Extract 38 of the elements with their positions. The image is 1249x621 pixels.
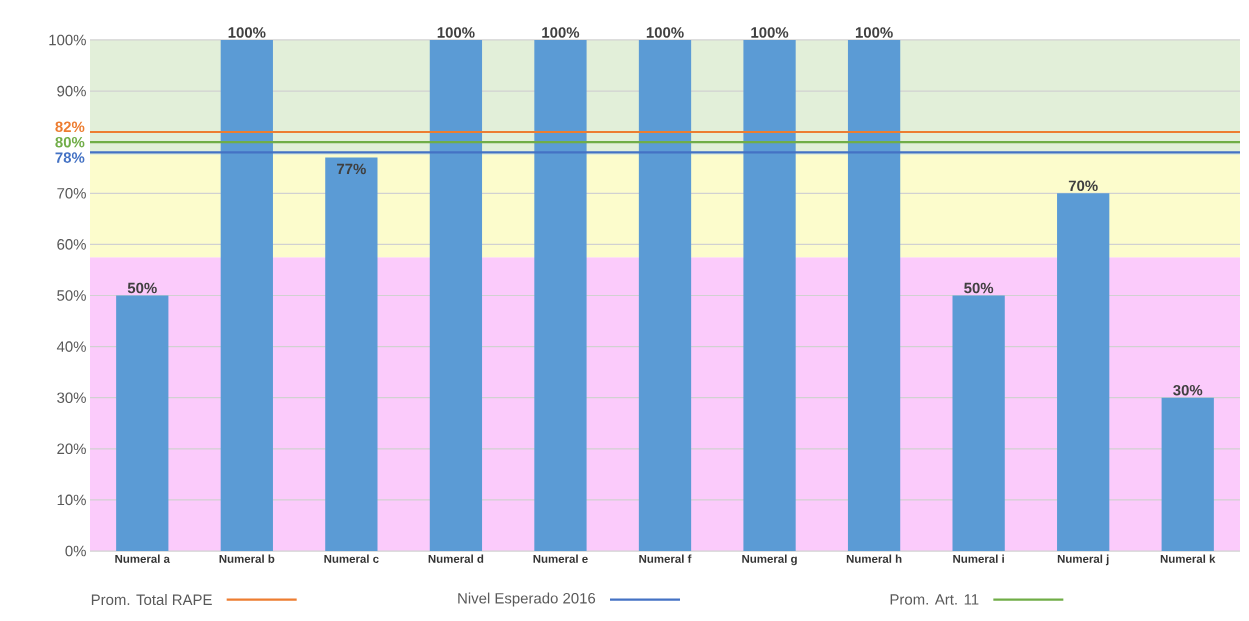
x-tick-label: Numeral e: [533, 554, 588, 563]
data-label: 100%: [855, 27, 893, 38]
y-tick-label: 60%: [57, 239, 86, 250]
y-tick-label: 100%: [49, 34, 86, 46]
x-tick-label: Numeral j: [1057, 554, 1109, 566]
x-tick-label: Numeral k: [1160, 554, 1216, 563]
y-tick-label: 10%: [57, 494, 86, 506]
data-label: 77%: [337, 163, 366, 175]
y-tick-label: 30%: [57, 392, 86, 403]
data-label: 100%: [751, 27, 789, 38]
x-tick-label: Numeral h: [846, 554, 902, 563]
y-tick-label: 50%: [57, 290, 86, 301]
y-tick-label: 0%: [65, 545, 86, 557]
legend-label: Prom. Art. 11: [890, 594, 979, 605]
text: 80%: [55, 136, 85, 148]
data-label: 50%: [964, 282, 994, 294]
y-tick-label: 90%: [57, 85, 86, 97]
y-tick-label: 20%: [57, 443, 86, 455]
data-label: 50%: [127, 282, 157, 294]
data-label: 70%: [1068, 180, 1098, 192]
x-tick-label: Numeral i: [953, 554, 1004, 563]
x-tick-label: Numeral a: [115, 554, 171, 563]
legend-label: Nivel Esperado 2016: [458, 592, 596, 607]
text: 78%: [55, 152, 85, 163]
x-tick-label: Numeral g: [742, 554, 797, 566]
data-label: 100%: [542, 27, 580, 38]
x-tick-label: Numeral c: [324, 554, 379, 563]
y-tick-label: 70%: [57, 188, 86, 199]
text: 82%: [55, 121, 85, 133]
x-tick-label: Numeral f: [639, 554, 692, 563]
legend-label: Prom. Total RAPE: [91, 594, 212, 606]
y-tick-label: 40%: [56, 341, 86, 352]
data-label: 100%: [646, 27, 684, 38]
data-label: 100%: [437, 27, 475, 38]
data-label: 30%: [1173, 384, 1203, 396]
x-tick-label: Numeral b: [219, 554, 275, 563]
x-tick-label: Numeral d: [428, 554, 484, 563]
data-label: 100%: [228, 27, 266, 38]
